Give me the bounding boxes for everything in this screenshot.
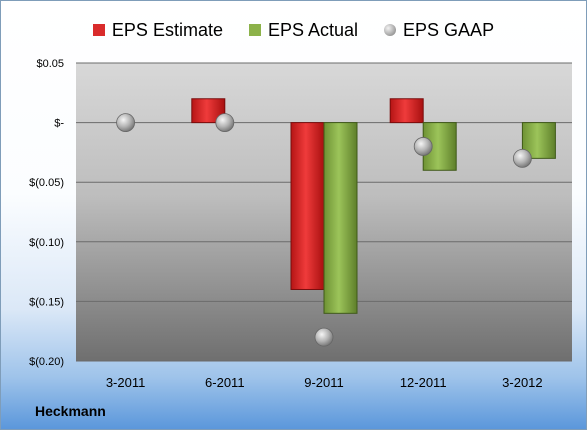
legend-swatch-estimate [92,24,105,36]
y-tick-label: $- [54,118,64,130]
legend-swatch-actual [248,24,261,36]
bar-eps-estimate [191,98,226,124]
x-tick-label: 3-2011 [106,375,146,390]
chart-svg: $0.05 $- $(0.05) $(0.10) $(0.15) $(0.20) 3-201… [29,58,572,390]
x-tick-label: 12-2011 [400,375,447,390]
bar-eps-estimate [389,98,424,124]
point-eps-gaap [413,137,433,156]
legend-item-estimate: EPS Estimate [92,19,223,41]
y-tick-label: $(0.20) [29,356,64,368]
point-eps-gaap [116,113,135,132]
point-eps-gaap [314,327,334,347]
legend-label-actual: EPS Actual [267,19,359,40]
y-tick-label: $(0.15) [29,296,64,308]
x-tick-label: 3-2012 [502,375,542,390]
point-eps-gaap [513,148,532,168]
legend-swatch-gaap [384,24,397,36]
legend-label-gaap: EPS GAAP [403,19,495,40]
point-eps-gaap [215,113,235,132]
company-label: Heckmann [35,403,106,419]
x-tick-label: 6-2011 [205,375,245,390]
y-tick-label: $(0.05) [29,177,64,189]
y-tick-label: $(0.10) [29,237,64,249]
legend: EPS Estimate EPS Actual EPS GAAP [1,16,586,44]
bar-eps-actual [323,122,358,314]
y-tick-label: $0.05 [36,58,64,70]
legend-item-actual: EPS Actual [248,19,359,41]
bar-eps-estimate [290,122,325,290]
x-tick-label: 9-2011 [304,375,344,390]
legend-label-estimate: EPS Estimate [111,19,223,40]
legend-item-gaap: EPS GAAP [384,20,494,41]
